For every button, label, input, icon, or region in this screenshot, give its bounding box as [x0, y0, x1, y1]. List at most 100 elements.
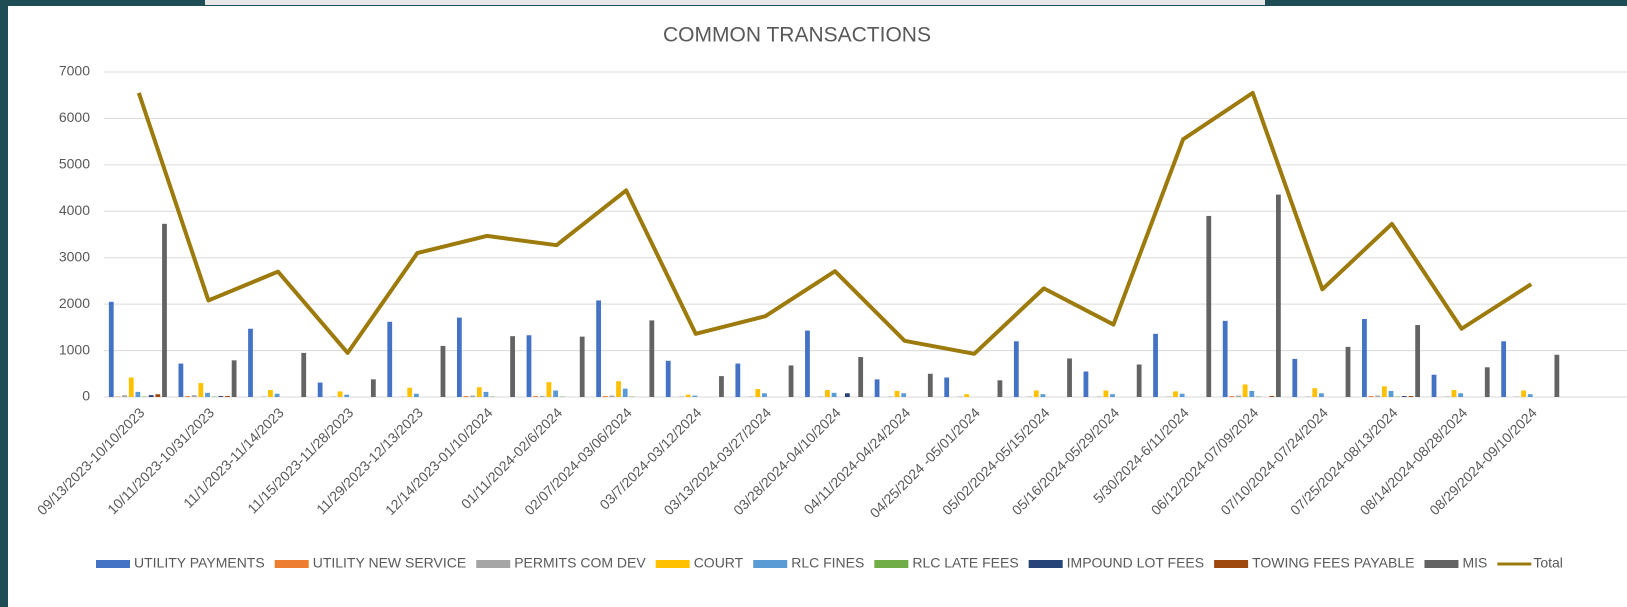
bar: [344, 394, 350, 397]
bar: [1229, 396, 1235, 397]
bar: [370, 379, 376, 397]
bar: [1222, 320, 1228, 397]
legend-label: RLC LATE FEES: [912, 555, 1018, 571]
bar: [719, 376, 724, 397]
bar: [1013, 341, 1019, 397]
bar: [155, 394, 161, 397]
bar: [1033, 390, 1039, 397]
bar: [483, 391, 489, 397]
bar: [1501, 341, 1507, 397]
bar: [1173, 391, 1178, 397]
bar: [1083, 371, 1089, 397]
bar: [609, 395, 615, 397]
legend-label: Total: [1533, 555, 1563, 571]
legend-swatch: [274, 560, 309, 568]
y-tick-label: 4000: [59, 202, 90, 218]
bar: [198, 383, 204, 397]
bar: [533, 396, 539, 397]
line: [136, 90, 1533, 356]
bar: [1103, 390, 1109, 397]
bar: [602, 396, 608, 397]
bar: [553, 390, 558, 397]
bar: [510, 336, 515, 397]
bar: [805, 330, 810, 397]
bar: [1554, 354, 1560, 397]
chart-area: [8, 6, 1627, 607]
bar: [735, 363, 741, 397]
bar: [387, 321, 393, 397]
bar: [1375, 395, 1381, 397]
y-tick-label: 6000: [59, 109, 90, 125]
bar: [1401, 396, 1407, 397]
bar: [692, 395, 698, 397]
bar: [1521, 390, 1527, 397]
bar: [1527, 394, 1533, 397]
bar: [162, 223, 167, 397]
bar: [1040, 394, 1046, 397]
legend-label: UTILITY PAYMENTS: [134, 555, 265, 571]
bar: [1242, 384, 1248, 397]
bar: [476, 387, 482, 397]
bar: [1368, 396, 1374, 397]
bar: [148, 395, 154, 397]
legend-label: UTILITY NEW SERVICE: [313, 555, 467, 571]
y-tick-label: 3000: [59, 248, 90, 264]
bar: [1136, 364, 1142, 397]
bar: [413, 393, 419, 397]
bar: [1110, 394, 1115, 397]
legend-label: TOWING FEES PAYABLE: [1252, 555, 1414, 571]
bar: [225, 396, 230, 397]
bar: [1292, 358, 1298, 397]
bar: [185, 396, 190, 397]
legend-swatch: [96, 560, 130, 568]
bar: [440, 345, 446, 397]
bar: [1415, 325, 1421, 397]
bar: [456, 317, 462, 397]
bar: [685, 394, 691, 397]
bar: [874, 379, 880, 397]
bar: [463, 396, 469, 397]
bar: [1249, 390, 1255, 397]
bar: [1319, 393, 1324, 397]
bar: [1236, 395, 1241, 397]
bar: [596, 300, 601, 397]
bar: [546, 382, 552, 397]
bar: [901, 393, 907, 397]
bar: [407, 387, 413, 397]
bar: [135, 391, 141, 397]
bar: [844, 393, 850, 397]
legend-swatch: [874, 560, 909, 568]
bar: [122, 395, 127, 397]
bar: [1345, 346, 1351, 397]
bar: [205, 392, 210, 397]
bar: [1458, 393, 1464, 397]
bar: [755, 389, 761, 397]
bar: [539, 396, 545, 397]
bar: [268, 390, 273, 397]
bar: [301, 352, 307, 397]
bar: [788, 365, 794, 397]
bar: [108, 301, 114, 397]
chart-title: COMMON TRANSACTIONS: [663, 24, 931, 47]
bar: [762, 393, 767, 397]
bar: [1275, 194, 1281, 397]
bar: [317, 382, 323, 397]
legend-label: COURT: [694, 555, 744, 571]
bar: [1451, 390, 1457, 397]
y-tick-label: 7000: [59, 63, 90, 79]
legend-label: PERMITS COM DEV: [514, 555, 646, 571]
bar: [831, 392, 837, 397]
bar: [927, 373, 933, 397]
bar: [526, 335, 532, 397]
bar: [1153, 333, 1158, 397]
legend-label: RLC FINES: [791, 555, 864, 571]
legend-swatch: [476, 560, 511, 568]
bar: [665, 360, 671, 397]
legend-label: IMPOUND LOT FEES: [1067, 555, 1204, 571]
bar: [616, 381, 621, 397]
bar: [1381, 386, 1387, 397]
bar: [1408, 396, 1414, 397]
sheet-cells: [205, 0, 1265, 5]
legend-swatch: [1424, 560, 1459, 568]
